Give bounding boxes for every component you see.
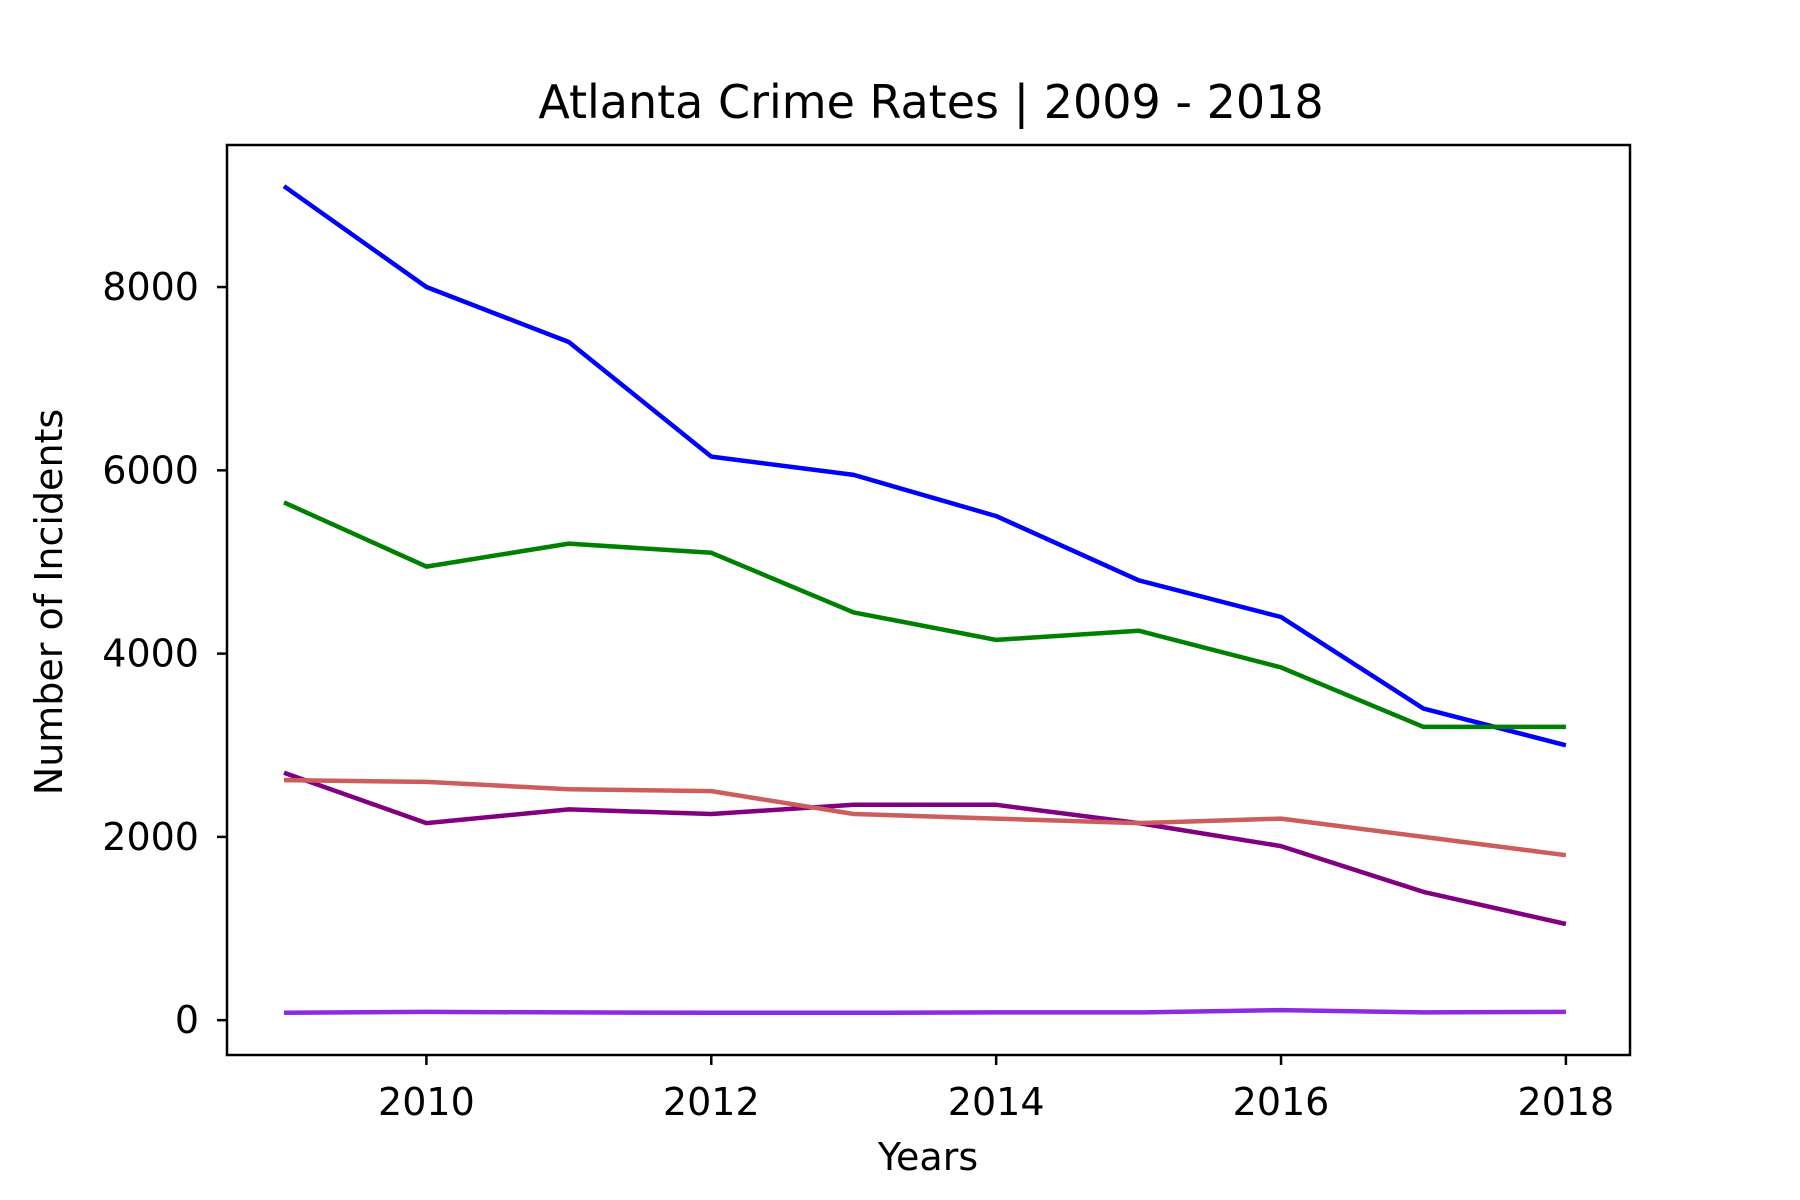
x-axis: 2010 2012 2014 2016 2018 (378, 1055, 1614, 1124)
y-tick-label: 2000 (102, 815, 199, 859)
series-line-2 (283, 500, 1566, 730)
series-line-5 (283, 1007, 1566, 1016)
x-axis-label: Years (877, 1135, 978, 1179)
series-line-1 (282, 184, 1567, 748)
y-axis: 0 2000 4000 6000 8000 (102, 265, 227, 1042)
y-tick-label: 4000 (102, 632, 199, 676)
y-tick-label: 0 (175, 998, 199, 1042)
series-line-3 (283, 770, 1567, 927)
x-tick-label: 2016 (1233, 1080, 1330, 1124)
series-layer (282, 184, 1567, 1016)
plot-area-frame (225, 143, 1632, 1057)
series-line-4 (283, 777, 1567, 858)
y-tick-label: 8000 (102, 265, 199, 309)
x-tick-label: 2014 (948, 1080, 1045, 1124)
x-tick-label: 2010 (378, 1080, 475, 1124)
x-tick-label: 2018 (1518, 1080, 1615, 1124)
x-tick-label: 2012 (663, 1080, 760, 1124)
y-tick-label: 6000 (102, 448, 199, 492)
chart-title: Atlanta Crime Rates | 2009 - 2018 (538, 75, 1323, 130)
y-axis-label: Number of Incidents (27, 409, 71, 795)
